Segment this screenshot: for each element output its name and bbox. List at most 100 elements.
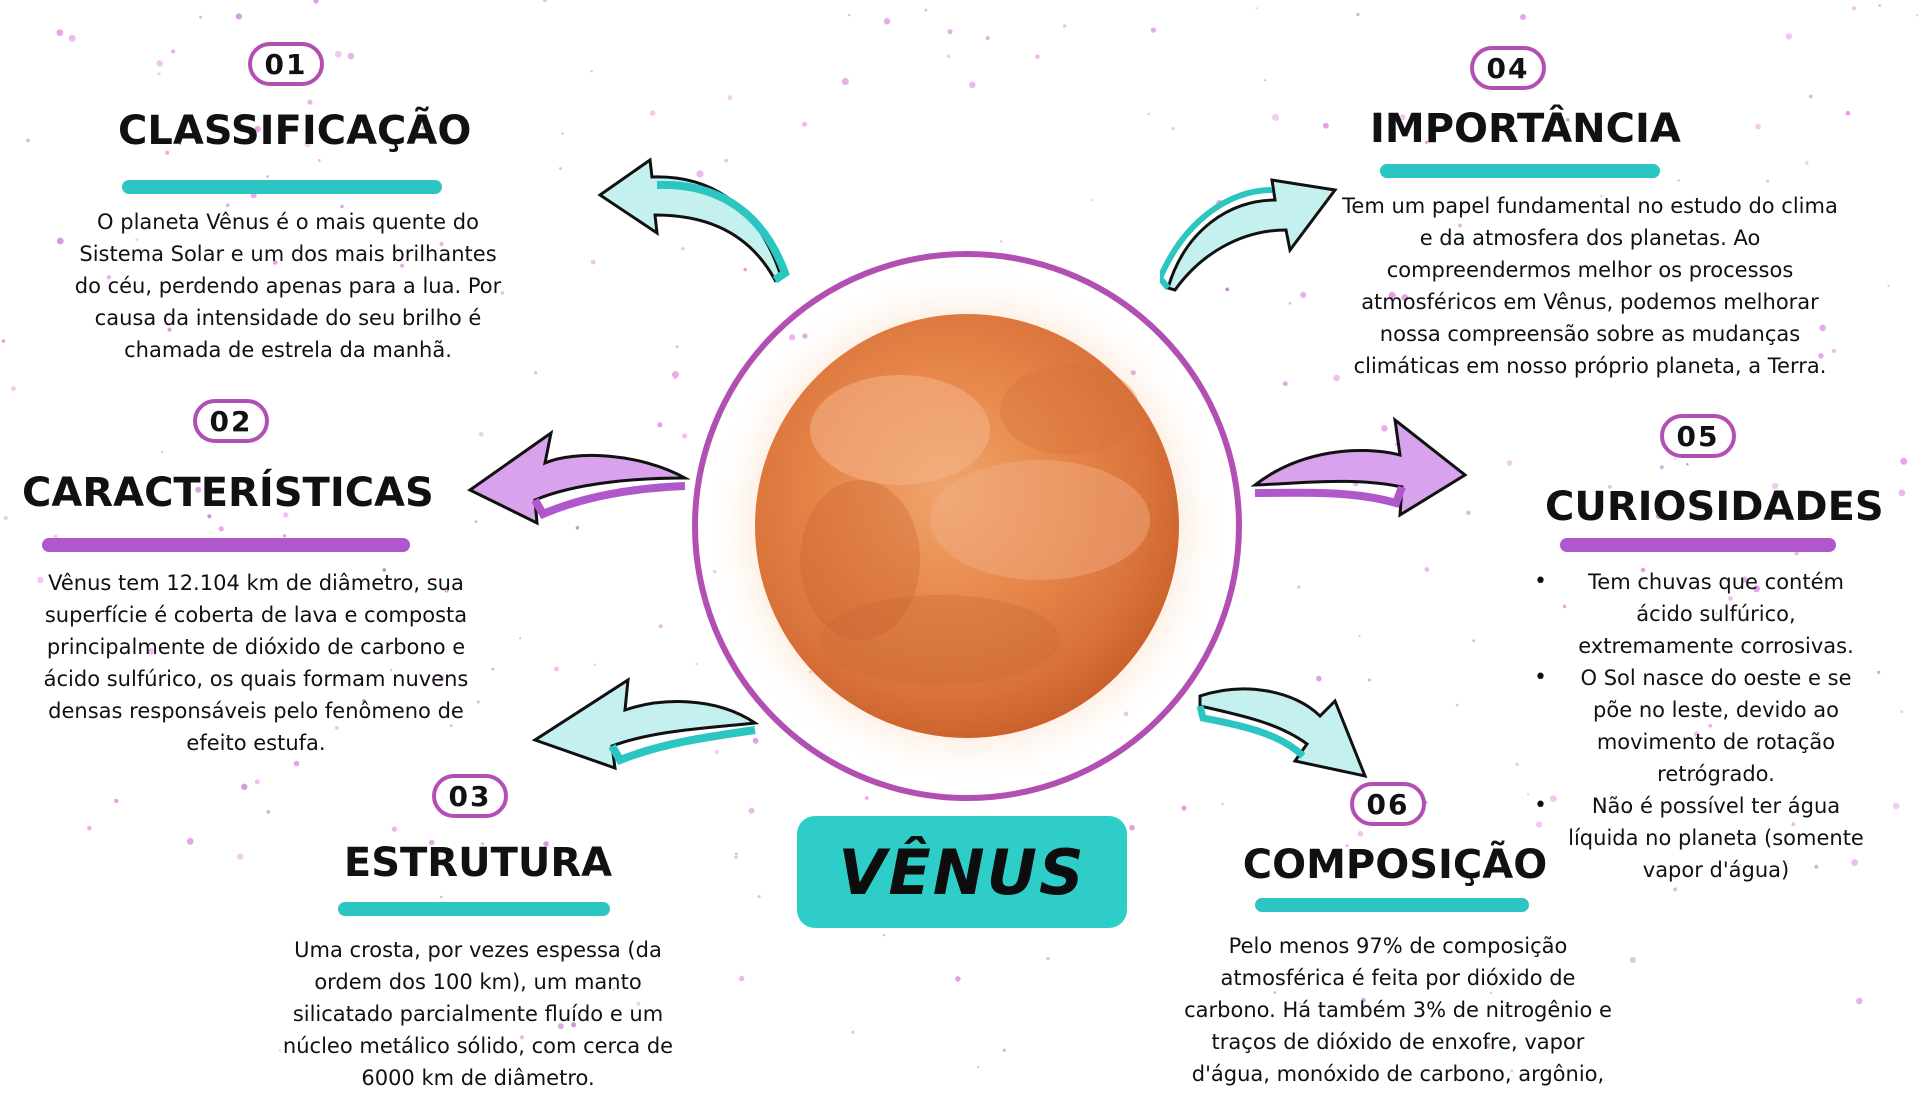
- speckle: [1510, 1069, 1514, 1072]
- speckle: [1, 339, 6, 343]
- speckle: [1785, 33, 1793, 40]
- speckle: [1358, 634, 1361, 638]
- speckle: [571, 1022, 577, 1028]
- speckle: [841, 78, 849, 85]
- speckle: [56, 29, 64, 37]
- list-item: Tem chuvas que contém ácido sulfúrico, e…: [1534, 566, 1870, 662]
- speckle: [743, 267, 747, 272]
- speckle: [254, 779, 260, 785]
- speckle: [882, 933, 886, 937]
- speckle: [225, 203, 230, 207]
- speckle: [186, 837, 194, 845]
- speckle: [1805, 161, 1809, 165]
- speckle: [1288, 301, 1292, 305]
- speckle: [1619, 300, 1622, 303]
- speckle: [10, 386, 16, 392]
- speckle: [3, 515, 8, 520]
- speckle: [1221, 802, 1224, 806]
- arrow-to-importancia: [1160, 178, 1338, 292]
- speckle: [1358, 1036, 1364, 1042]
- speckle: [491, 667, 495, 671]
- speckle: [1845, 110, 1851, 116]
- speckle: [1686, 463, 1689, 466]
- speckle: [542, 0, 548, 3]
- speckle: [1755, 123, 1761, 130]
- speckle: [1466, 510, 1471, 516]
- section-number-01: 01: [248, 42, 324, 86]
- speckle: [335, 726, 339, 730]
- speckle: [1771, 482, 1779, 490]
- speckle: [474, 520, 478, 523]
- speckle: [444, 588, 449, 593]
- speckle: [467, 868, 470, 871]
- speckle: [1916, 14, 1919, 17]
- speckle: [748, 807, 755, 814]
- speckle: [695, 662, 698, 666]
- speckle: [1424, 567, 1430, 572]
- speckle: [883, 18, 891, 25]
- speckle: [147, 648, 154, 655]
- speckle: [165, 150, 170, 155]
- speckle: [1515, 762, 1519, 767]
- speckle: [734, 852, 738, 856]
- speckle: [1399, 114, 1406, 121]
- speckle: [714, 749, 719, 755]
- section-number-04: 04: [1470, 46, 1546, 90]
- speckle: [334, 50, 342, 58]
- speckle: [672, 371, 679, 379]
- speckle: [1600, 194, 1603, 198]
- speckle: [135, 238, 139, 241]
- planet-cloud: [820, 595, 1060, 685]
- title-underline: [1560, 538, 1836, 552]
- speckle: [681, 246, 685, 251]
- arrow-to-classificacao: [597, 157, 790, 284]
- speckle: [1887, 284, 1890, 288]
- speckle: [254, 125, 261, 133]
- speckle: [1323, 122, 1329, 129]
- speckle: [1506, 460, 1513, 466]
- speckle: [757, 895, 761, 899]
- section-title-composicao: COMPOSIÇÃO: [1242, 842, 1548, 888]
- speckle: [1520, 14, 1526, 21]
- speckle: [114, 798, 119, 804]
- section-number-03: 03: [432, 774, 508, 818]
- speckle: [476, 700, 480, 704]
- speckle: [235, 13, 242, 20]
- speckle: [1856, 997, 1863, 1005]
- planet-ring: [692, 251, 1242, 801]
- speckle: [304, 141, 311, 148]
- speckle: [1566, 118, 1570, 122]
- speckle: [999, 240, 1003, 243]
- speckle: [561, 132, 564, 135]
- speckle: [1171, 127, 1175, 131]
- speckle: [1297, 585, 1301, 589]
- speckle: [1808, 94, 1813, 99]
- speckle: [1150, 27, 1157, 33]
- speckle: [1659, 465, 1664, 470]
- speckle: [179, 143, 182, 146]
- speckle: [985, 36, 990, 40]
- section-number-02: 02: [193, 399, 269, 443]
- speckle: [1766, 179, 1770, 183]
- title-underline: [1380, 164, 1660, 178]
- speckle: [1298, 1002, 1302, 1006]
- speckle: [612, 987, 616, 991]
- section-number-05: 05: [1660, 414, 1736, 458]
- speckle: [969, 81, 976, 89]
- speckle: [449, 724, 453, 728]
- speckle: [1273, 991, 1277, 994]
- speckle: [281, 354, 284, 357]
- speckle: [1282, 381, 1288, 387]
- speckle: [1091, 199, 1094, 202]
- speckle: [157, 72, 161, 76]
- speckle: [317, 159, 321, 162]
- speckle: [955, 976, 961, 982]
- speckle: [241, 783, 248, 790]
- speckle: [56, 237, 64, 245]
- speckle: [1677, 179, 1680, 182]
- speckle: [1878, 4, 1881, 7]
- speckle: [1458, 223, 1462, 228]
- speckle: [1361, 997, 1366, 1003]
- arrow-to-caracteristicas: [467, 429, 690, 526]
- speckle: [575, 526, 580, 530]
